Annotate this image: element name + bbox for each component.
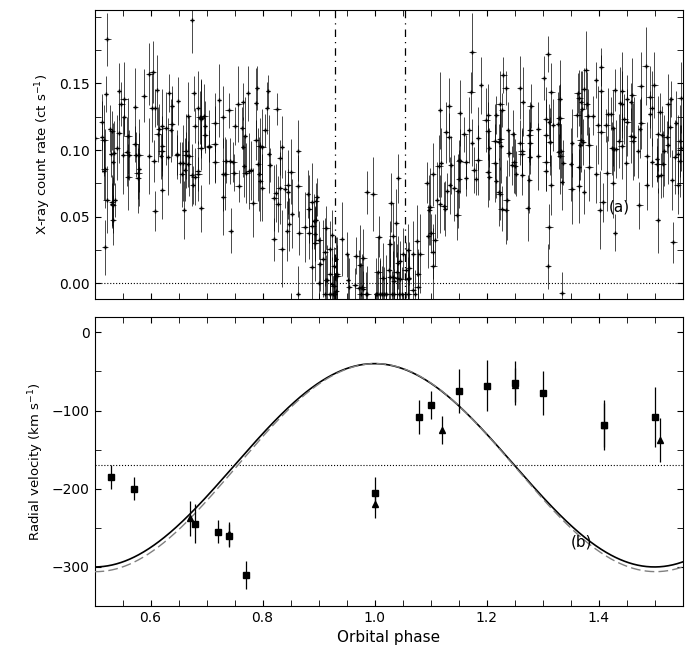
Text: (a): (a) — [609, 199, 630, 214]
Y-axis label: X-ray count rate (ct s$^{-1}$): X-ray count rate (ct s$^{-1}$) — [34, 74, 53, 235]
Text: (b): (b) — [570, 535, 592, 550]
Y-axis label: Radial velocity (km s$^{-1}$): Radial velocity (km s$^{-1}$) — [27, 382, 46, 541]
X-axis label: Orbital phase: Orbital phase — [337, 631, 440, 645]
